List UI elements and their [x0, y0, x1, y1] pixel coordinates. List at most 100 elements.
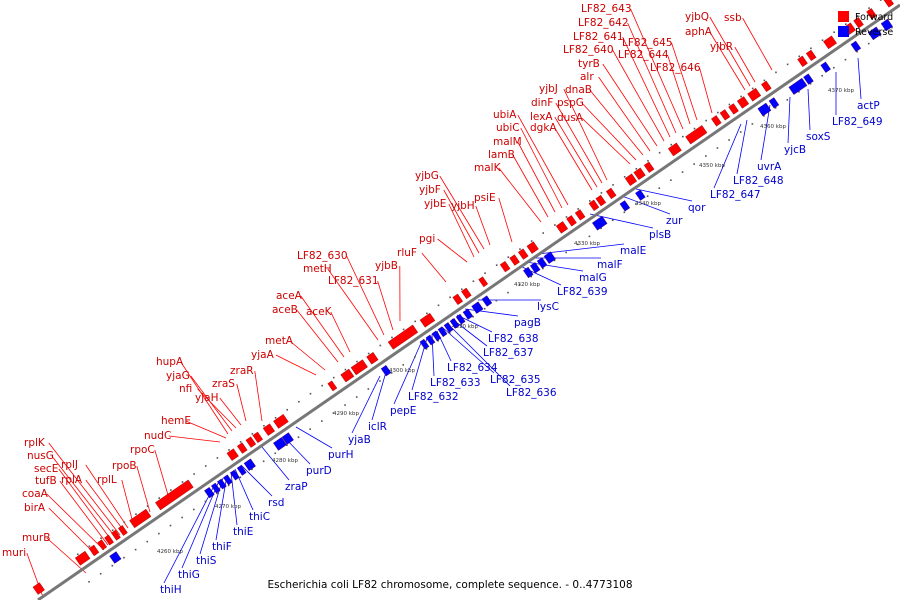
forward-gene-block	[518, 248, 529, 260]
gene-label-yjbq: yjbQ	[685, 11, 709, 23]
backbone-dot	[76, 553, 79, 556]
forward-gene-block	[747, 87, 762, 102]
gene-label-lf82-648: LF82_648	[733, 175, 784, 187]
gene-label-lf82-647: LF82_647	[710, 189, 761, 201]
forward-gene-block	[97, 539, 108, 551]
leader-line	[612, 49, 665, 142]
leader-line	[300, 295, 345, 358]
gene-label-nudc: nudC	[144, 430, 171, 442]
forward-gene-block	[866, 8, 877, 20]
forward-gene-block	[823, 35, 837, 50]
tick-label: 4340 kbp	[635, 201, 661, 207]
backbone-dot	[216, 492, 218, 495]
reverse-gene-block	[523, 266, 534, 279]
backbone-dot	[88, 545, 91, 548]
tick-label: 4330 kbp	[574, 241, 600, 247]
backbone-dot	[193, 473, 195, 475]
forward-gene-block	[350, 359, 368, 376]
gene-label-zras: zraS	[212, 378, 235, 390]
gene-label-this: thiS	[196, 555, 217, 567]
reverse-gene-block	[619, 200, 631, 212]
gene-label-lf82-641: LF82_641	[573, 31, 624, 43]
reverse-gene-block	[803, 73, 814, 85]
gene-label-zrar: zraR	[230, 365, 254, 377]
backbone-dot	[274, 416, 277, 419]
backbone-dot	[309, 428, 311, 430]
backbone-dot	[286, 444, 288, 447]
backbone-dot	[635, 203, 637, 206]
gene-label-lf82-633: LF82_633	[430, 377, 481, 389]
tick-label: 4350 kbp	[699, 163, 725, 169]
backbone-dot	[402, 328, 405, 331]
backbone-dot	[344, 404, 346, 406]
tick-label: 4320 kbp	[514, 282, 540, 288]
backbone-dot	[472, 280, 475, 283]
gene-label-purh: purH	[328, 449, 354, 461]
forward-gene-block	[728, 103, 739, 115]
tick-label: 4370 kbp	[828, 88, 854, 94]
gene-label-rpll: rplL	[97, 474, 117, 486]
reverse-gene-block	[211, 482, 221, 494]
backbone-dot	[332, 412, 335, 414]
gene-label-psie: psiE	[474, 192, 496, 204]
backbone-dot	[518, 283, 521, 286]
gene-label-ssb: ssb	[724, 12, 742, 24]
gene-label-iclr: iclR	[368, 421, 387, 433]
gene-label-lf82-630: LF82_630	[297, 250, 348, 262]
gene-label-sece: secE	[34, 463, 58, 475]
gene-label-dusa: dusA	[557, 112, 584, 124]
leader-line	[163, 483, 216, 584]
gene-label-lf82-634: LF82_634	[447, 362, 498, 374]
reverse-gene-block	[788, 77, 808, 95]
reverse-gene-block	[243, 458, 256, 471]
backbone-dot	[425, 348, 428, 350]
leader-line	[346, 255, 385, 336]
backbone-dot	[786, 63, 789, 66]
forward-gene-block	[797, 55, 808, 67]
chromosome-backbone	[37, 3, 900, 600]
forward-gene-block	[478, 276, 489, 288]
backbone-dot	[158, 532, 160, 535]
leader-line	[807, 88, 811, 131]
backbone-dot	[867, 42, 870, 45]
forward-gene-block	[853, 17, 864, 29]
gene-label-ubia: ubiA	[493, 109, 517, 121]
tick-label: 4310 kbp	[452, 324, 478, 330]
forward-gene-block	[595, 194, 607, 207]
backbone-dot	[158, 497, 161, 499]
gene-label-lf82-637: LF82_637	[483, 347, 534, 359]
backbone-dot	[251, 468, 253, 471]
gene-label-rluf: rluF	[397, 247, 417, 259]
backbone-dot	[751, 87, 754, 90]
gene-label-alr: alr	[580, 71, 594, 83]
backbone-dot	[530, 275, 533, 278]
leader-line	[330, 311, 351, 353]
gene-label-hupa: hupA	[156, 356, 184, 368]
leader-line	[85, 479, 125, 532]
gene-label-thif: thiF	[212, 541, 232, 553]
gene-label-meta: metA	[265, 335, 294, 347]
backbone-dot	[111, 529, 114, 532]
forward-gene-block	[805, 49, 817, 62]
gene-label-coaa: coaA	[22, 488, 49, 500]
forward-gene-block	[526, 241, 539, 254]
reverse-gene-block	[880, 18, 893, 32]
forward-gene-block	[566, 215, 577, 227]
backbone-dot	[483, 307, 486, 310]
backbone-dot	[495, 264, 498, 266]
backbone-dot	[484, 272, 486, 274]
gene-label-lf82-638: LF82_638	[488, 333, 539, 345]
leader-line	[448, 203, 475, 258]
backbone-dot	[449, 296, 451, 299]
reverse-gene-block	[768, 97, 780, 109]
backbone-dot	[891, 26, 893, 29]
leader-line	[295, 426, 333, 449]
backbone-dot	[577, 208, 579, 210]
backbone-dot	[623, 176, 626, 178]
backbone-dot	[798, 55, 801, 58]
forward-gene-block	[104, 534, 114, 546]
leader-line	[254, 370, 263, 422]
backbone-dot	[414, 320, 417, 323]
backbone-dot	[623, 211, 626, 214]
